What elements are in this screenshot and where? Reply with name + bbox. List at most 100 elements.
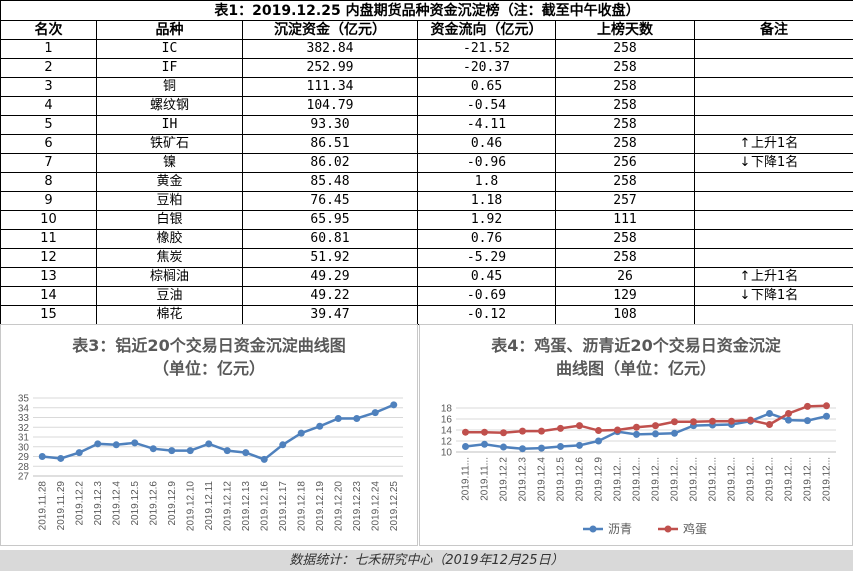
x-tick-label: 2019.12.20 [333,481,344,531]
remark-text: 上升1名 [751,136,799,151]
data-source-footer: 数据统计：七禾研究中心（2019年12月25日） [0,550,853,571]
table-row: 10 白银 65.95 1.92 111 [0,210,853,230]
data-point [576,441,583,449]
settled-funds-cell: 49.29 [242,267,418,287]
x-tick-label: 2019.12.9 [167,481,178,526]
remark-cell: ↑上升1名 [694,267,853,287]
x-tick-label: 2019.12.23 [352,481,363,531]
x-tick-label: 2019.12.24 [370,481,381,531]
y-tick-label: 10 [441,448,453,459]
data-point [38,453,46,460]
table-row: 7 镍 86.02 -0.96 256 ↓下降1名 [0,153,853,173]
rank-cell: 1 [0,39,97,59]
x-tick-label: 2019.12... [746,457,757,501]
data-point [690,418,697,426]
variety-cell: 棉花 [96,305,243,325]
data-point [823,412,830,420]
data-point [131,439,139,447]
fund-flow-cell: 0.65 [417,77,556,97]
chart3-subtitle: （单位：亿元） [152,359,265,378]
data-point [500,429,507,437]
remark-cell: ↓下降1名 [694,286,853,306]
header-rank: 名次 [0,20,97,40]
data-point [595,437,602,445]
remark-cell [694,191,853,211]
days-cell: 258 [555,39,695,59]
remark-cell [694,248,853,268]
days-cell: 129 [555,286,695,306]
data-point [595,427,602,435]
data-point [75,449,83,457]
settled-funds-cell: 76.45 [242,191,418,211]
days-cell: 257 [555,191,695,211]
remark-cell [694,210,853,230]
data-point [804,402,811,410]
x-tick-label: 2019.11.29 [56,481,67,531]
y-tick-label: 28 [18,462,30,473]
settled-funds-cell: 382.84 [242,39,418,59]
x-tick-label: 2019.12.11 [204,481,215,531]
table-row: 8 黄金 85.48 1.8 258 [0,172,853,192]
data-point [823,402,830,410]
x-tick-label: 2019.12.5 [130,481,141,526]
variety-cell: 铁矿石 [96,134,243,154]
table-title: 表1：2019.12.25 内盘期货品种资金沉淀榜（注：截至中午收盘） [0,0,853,21]
table-title-row: 表1：2019.12.25 内盘期货品种资金沉淀榜（注：截至中午收盘） [0,0,853,21]
table-row: 13 棕榈油 49.29 0.45 26 ↑上升1名 [0,267,853,287]
settled-funds-cell: 51.92 [242,248,418,268]
y-tick-label: 35 [18,394,30,405]
fund-flow-cell: -0.12 [417,305,556,325]
fund-flow-cell: -0.96 [417,153,556,173]
egg-asphalt-chart-panel: 表4：鸡蛋、沥青近20个交易日资金沉淀 曲线图（单位：亿元） 10 12 14 16 1… [419,324,853,546]
table-row: 4 螺纹钢 104.79 -0.54 258 [0,96,853,116]
data-point [242,449,250,457]
x-tick-label: 2019.12.2 [499,457,510,502]
legend-marker-icon [589,525,597,533]
data-point [671,429,678,437]
settled-funds-cell: 86.51 [242,134,418,154]
data-point [785,416,792,424]
variety-cell: 黄金 [96,172,243,192]
data-point [390,401,398,409]
table-row: 15 棉花 39.47 -0.12 108 [0,305,853,325]
x-tick-label: 2019.12.5 [556,457,567,502]
data-point [186,447,194,455]
y-tick-label: 34 [18,403,30,414]
fund-flow-cell: -0.54 [417,96,556,116]
settled-funds-cell: 104.79 [242,96,418,116]
x-tick-label: 2019.12.19 [315,481,326,531]
fund-flow-cell: 0.45 [417,267,556,287]
settled-funds-cell: 65.95 [242,210,418,230]
rank-cell: 8 [0,172,97,192]
chart4-subtitle: 曲线图（单位：亿元） [555,359,716,378]
rank-cell: 6 [0,134,97,154]
days-cell: 258 [555,248,695,268]
remark-cell [694,96,853,116]
remark-cell [694,172,853,192]
remark-cell: ↓下降1名 [694,153,853,173]
y-tick-label: 14 [441,426,453,437]
fund-flow-cell: -0.69 [417,286,556,306]
arrow-down-icon: ↓ [739,288,751,303]
remark-cell: ↑上升1名 [694,134,853,154]
x-tick-label: 2019.12.6 [148,481,159,526]
rank-cell: 14 [0,286,97,306]
rank-cell: 2 [0,58,97,78]
table-row: 3 铜 111.34 0.65 258 [0,77,853,97]
data-point [557,443,564,450]
y-tick-label: 33 [18,413,30,424]
x-tick-label: 2019.12... [708,457,719,501]
ranking-table-area: 表1：2019.12.25 内盘期货品种资金沉淀榜（注：截至中午收盘） 名次 品… [0,0,853,325]
x-tick-label: 2019.12... [765,457,776,501]
remark-cell [694,58,853,78]
chart3-title: 表3：铝近20个交易日资金沉淀曲线图 [72,336,346,355]
fund-flow-cell: -21.52 [417,39,556,59]
data-point [57,454,65,462]
data-point [804,417,811,425]
rank-cell: 9 [0,191,97,211]
fund-flow-cell: 1.18 [417,191,556,211]
rank-cell: 11 [0,229,97,249]
data-point [481,428,488,436]
table-row: 9 豆粕 76.45 1.18 257 [0,191,853,211]
